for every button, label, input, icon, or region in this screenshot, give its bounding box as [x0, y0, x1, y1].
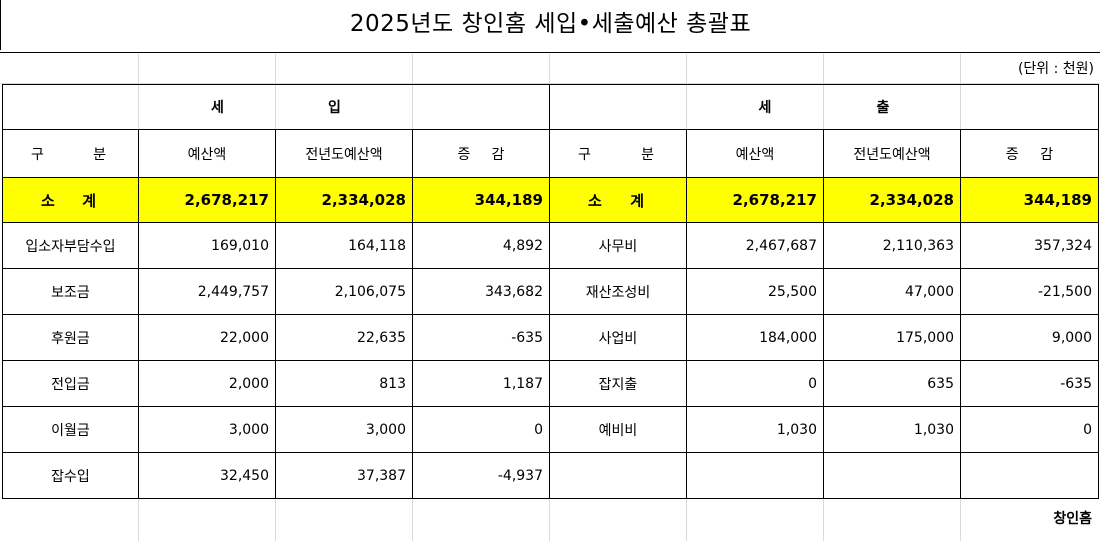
revenue-item-change: 0: [412, 406, 550, 453]
expense-item-name: 재산조성비: [549, 268, 687, 315]
expense-item-budget: 0: [686, 360, 824, 407]
unit-label: (단위 : 천원): [1017, 61, 1094, 77]
revenue-item-name: 보조금: [2, 268, 139, 315]
col-header-change: 증 감: [412, 129, 550, 178]
revenue-item-name: 이월금: [2, 406, 139, 453]
category-char-2: 분: [641, 146, 654, 163]
expense-header-char-1: 세: [758, 100, 772, 116]
expense-subtotal-change: 344,189: [960, 177, 1099, 223]
revenue-item-change: -635: [412, 314, 550, 361]
revenue-item-budget: 32,450: [138, 452, 276, 499]
revenue-subtotal-budget: 2,678,217: [138, 177, 276, 223]
change-char-1: 증: [457, 146, 471, 163]
table-row: 이월금 3,000 3,000 0 예비비 1,030 1,030 0: [2, 406, 1099, 453]
expense-item-prev: [823, 452, 961, 499]
expense-item-change: 9,000: [960, 314, 1099, 361]
expense-item-prev: 175,000: [823, 314, 961, 361]
subtotal-row: 소 계 2,678,217 2,334,028 344,189 소 계 2,67…: [2, 177, 1099, 223]
subtotal-char-1: 소: [588, 191, 602, 210]
revenue-item-prev: 164,118: [275, 222, 413, 269]
expense-subtotal-label: 소 계: [549, 177, 687, 223]
organization-name: 창인홈: [1053, 511, 1092, 527]
revenue-item-prev: 37,387: [275, 452, 413, 499]
category-char-1: 구: [578, 146, 591, 163]
revenue-item-name: 후원금: [2, 314, 139, 361]
col-header-prev-budget: 전년도예산액: [275, 129, 413, 178]
revenue-header-char-2: 입: [328, 100, 341, 116]
revenue-header-char-1: 세: [211, 100, 224, 116]
expense-item-name: 잡지출: [549, 360, 687, 407]
change-char-2: 감: [491, 146, 505, 163]
revenue-subtotal-label: 소 계: [2, 177, 139, 223]
revenue-item-prev: 22,635: [275, 314, 413, 361]
page-title: 2025년도 창인홈 세입•세출예산 총괄표: [0, 0, 1100, 50]
subtotal-char-2: 계: [82, 191, 96, 210]
expense-item-budget: 25,500: [686, 268, 824, 315]
col-header-budget: 예산액: [138, 129, 276, 178]
expense-item-change: [960, 452, 1099, 499]
revenue-item-budget: 2,000: [138, 360, 276, 407]
revenue-item-budget: 3,000: [138, 406, 276, 453]
revenue-item-change: 1,187: [412, 360, 550, 407]
category-char-1: 구: [31, 146, 44, 163]
revenue-item-name: 전입금: [2, 360, 139, 407]
expense-subtotal-prev: 2,334,028: [823, 177, 961, 223]
expense-item-name: 예비비: [549, 406, 687, 453]
change-char-2: 감: [1040, 146, 1054, 163]
col-header-category: 구 분: [2, 129, 139, 178]
revenue-item-budget: 169,010: [138, 222, 276, 269]
subtotal-char-1: 소: [41, 191, 55, 210]
revenue-item-name: 입소자부담수입: [2, 222, 139, 269]
column-header-row: 구 분 예산액 전년도예산액 증 감 구 분 예산액 전년도예산액: [2, 129, 1099, 178]
col-header-category: 구 분: [549, 129, 687, 178]
revenue-item-prev: 2,106,075: [275, 268, 413, 315]
expense-item-prev: 47,000: [823, 268, 961, 315]
section-header-row: 세 입 세 출: [2, 84, 1099, 130]
table-row: 전입금 2,000 813 1,187 잡지출 0 635 -635: [2, 360, 1099, 407]
revenue-item-budget: 22,000: [138, 314, 276, 361]
expense-item-change: -635: [960, 360, 1099, 407]
expense-item-name: [549, 452, 687, 499]
subtotal-char-2: 계: [630, 191, 644, 210]
revenue-item-prev: 813: [275, 360, 413, 407]
expense-item-change: 357,324: [960, 222, 1099, 269]
col-header-change: 증 감: [960, 129, 1099, 178]
expense-item-name: 사업비: [549, 314, 687, 361]
expense-item-budget: [686, 452, 824, 499]
revenue-subtotal-prev: 2,334,028: [275, 177, 413, 223]
revenue-item-change: -4,937: [412, 452, 550, 499]
col-header-prev-budget: 전년도예산액: [823, 129, 961, 178]
expense-section-header: 세 출: [549, 84, 1099, 130]
expense-item-budget: 2,467,687: [686, 222, 824, 269]
gridline: [0, 83, 1100, 84]
title-divider: [0, 52, 1100, 53]
table-row: 후원금 22,000 22,635 -635 사업비 184,000 175,0…: [2, 314, 1099, 361]
category-char-2: 분: [93, 146, 106, 163]
revenue-item-prev: 3,000: [275, 406, 413, 453]
col-header-budget: 예산액: [686, 129, 824, 178]
expense-item-prev: 2,110,363: [823, 222, 961, 269]
revenue-item-change: 343,682: [412, 268, 550, 315]
expense-item-change: -21,500: [960, 268, 1099, 315]
table-row: 입소자부담수입 169,010 164,118 4,892 사무비 2,467,…: [2, 222, 1099, 269]
revenue-item-name: 잡수입: [2, 452, 139, 499]
expense-item-prev: 1,030: [823, 406, 961, 453]
budget-table: 세 입 세 출 구 분 예산액 전년도예산액: [2, 84, 1099, 499]
expense-item-prev: 635: [823, 360, 961, 407]
expense-item-budget: 184,000: [686, 314, 824, 361]
revenue-subtotal-change: 344,189: [412, 177, 550, 223]
table-row: 보조금 2,449,757 2,106,075 343,682 재산조성비 25…: [2, 268, 1099, 315]
revenue-section-header: 세 입: [2, 84, 550, 130]
expense-subtotal-budget: 2,678,217: [686, 177, 824, 223]
expense-header-char-2: 출: [876, 100, 890, 116]
expense-item-name: 사무비: [549, 222, 687, 269]
revenue-item-change: 4,892: [412, 222, 550, 269]
expense-item-budget: 1,030: [686, 406, 824, 453]
revenue-item-budget: 2,449,757: [138, 268, 276, 315]
change-char-1: 증: [1005, 146, 1019, 163]
expense-item-change: 0: [960, 406, 1099, 453]
table-row: 잡수입 32,450 37,387 -4,937: [2, 452, 1099, 499]
